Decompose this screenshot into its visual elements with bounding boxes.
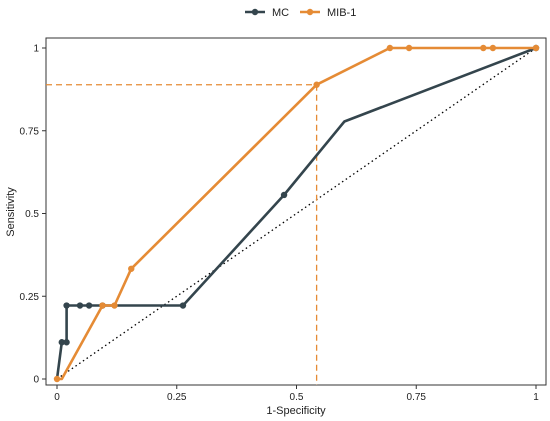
- data-point-mib-1: [489, 44, 497, 52]
- x-axis: 0 0.25 0.5 0.75 1: [54, 385, 539, 403]
- data-point-mib-1: [313, 81, 320, 88]
- x-tick-label: 0.75: [407, 392, 427, 403]
- data-point-mc: [63, 302, 70, 309]
- y-tick-label: 0.25: [20, 292, 40, 303]
- data-point-mib-1: [386, 44, 394, 52]
- data-point-mc: [179, 302, 187, 309]
- legend-item-mib-1: MIB-1: [300, 7, 356, 19]
- y-axis: 0 0.25 0.5 0.75 1: [20, 44, 46, 386]
- y-tick-label: 0.5: [25, 209, 39, 220]
- x-tick-label: 1: [533, 392, 539, 403]
- data-point-mib-1: [99, 302, 106, 309]
- y-tick-label: 0.75: [20, 126, 40, 137]
- legend-label: MIB-1: [327, 7, 356, 19]
- y-tick-label: 0: [33, 375, 39, 386]
- data-point-mib-1: [405, 44, 413, 52]
- data-point-mc: [63, 339, 70, 346]
- data-point-mc: [58, 339, 65, 346]
- data-point-mc: [280, 191, 288, 199]
- diagonal-reference-line: [56, 47, 537, 380]
- legend-key-marker: [306, 8, 314, 16]
- data-point-mc: [85, 302, 93, 309]
- x-axis-title: 1-Specificity: [266, 405, 326, 417]
- data-point-mib-1: [53, 375, 61, 383]
- x-tick-label: 0.5: [290, 392, 304, 403]
- series-mib-1: [53, 44, 540, 383]
- series-layer: [53, 44, 540, 383]
- data-point-mib-1: [480, 44, 487, 52]
- y-axis-title: Sensitivity: [5, 187, 17, 237]
- legend-item-mc: MC: [245, 7, 289, 19]
- x-tick-label: 0: [54, 392, 60, 403]
- legend-key-marker: [251, 8, 259, 16]
- data-point-mc: [76, 302, 84, 309]
- data-point-mib-1: [111, 302, 118, 309]
- plot-panel-border: [45, 37, 547, 386]
- x-tick-label: 0.25: [167, 392, 187, 403]
- cutoff-guide-lines: [46, 84, 318, 385]
- legend-label: MC: [272, 7, 289, 19]
- data-point-mib-1: [532, 44, 540, 52]
- legend: MC MIB-1: [245, 7, 356, 19]
- y-tick-label: 1: [33, 44, 39, 55]
- data-point-mib-1: [128, 265, 135, 272]
